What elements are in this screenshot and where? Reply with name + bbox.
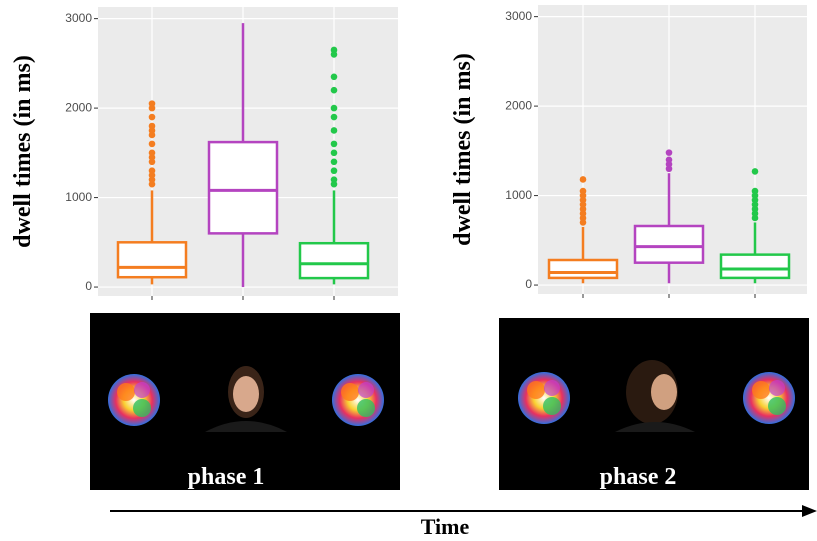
y-tick-label: 3000 [65,11,92,25]
box [547,258,619,280]
outlier [751,187,759,195]
outlier [330,176,338,183]
outlier [330,113,338,121]
y-tick-label: 3000 [505,9,532,23]
outlier [665,156,673,164]
outlier [148,113,156,121]
outlier [330,104,338,112]
outlier [148,149,156,157]
outlier [330,140,338,148]
box [298,241,370,280]
outlier [751,168,759,175]
outlier [148,122,156,130]
y-tick-label: 1000 [505,188,532,202]
outlier [330,86,338,94]
y-tick-label: 2000 [65,100,92,114]
y-tick-label: 1000 [65,190,92,204]
outlier [330,158,338,166]
phase-label: phase 1 [188,464,265,490]
outlier [148,100,156,107]
phase-label: phase 2 [600,464,677,490]
box [719,253,791,280]
y-axis-label: dwell times (in ms) [450,53,476,246]
y-axis-label: dwell times (in ms) [10,55,36,248]
time-label: Time [421,514,470,539]
stimulus-image [90,313,400,490]
y-tick-label: 0 [85,279,92,293]
box [633,224,705,264]
y-tick-label: 0 [525,277,532,291]
outlier [330,127,338,134]
box [116,241,188,279]
outlier [148,140,156,148]
box [207,140,279,235]
outlier [330,46,338,54]
stimulus-image [499,318,809,490]
y-tick-label: 2000 [505,98,532,112]
outlier [330,73,338,81]
outlier [579,176,587,183]
arrow-head [802,505,817,517]
outlier [665,149,673,156]
outlier [330,167,338,175]
outlier [148,167,156,175]
outlier [579,187,587,195]
outlier [330,149,338,157]
